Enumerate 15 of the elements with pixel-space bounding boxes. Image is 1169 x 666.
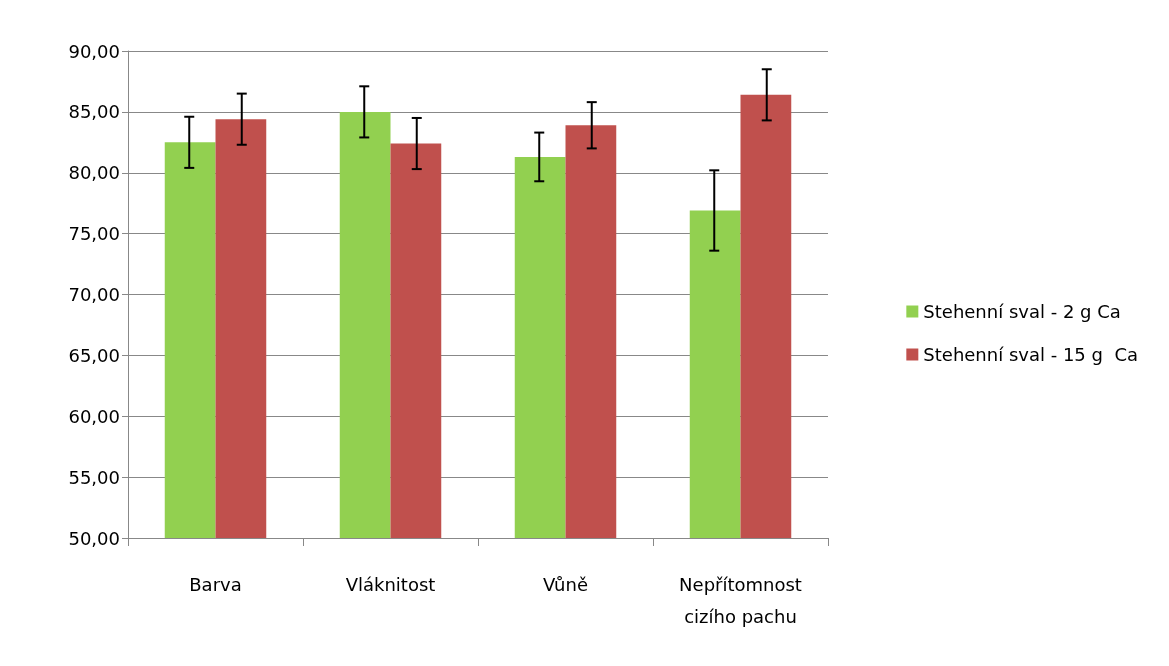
legend-label: Stehenní sval - 15 g Ca: [923, 344, 1139, 365]
x-tick-label: Barva: [189, 573, 242, 595]
y-tick-label: 70,00: [68, 284, 120, 305]
y-tick-label: 60,00: [68, 405, 120, 427]
y-tick-label: 85,00: [68, 101, 120, 123]
y-tick-label: 90,00: [68, 40, 120, 62]
x-tick-label: Vůně: [543, 573, 588, 595]
x-tick-label: Nepřítomnost cizího pachu: [679, 573, 802, 627]
y-tick-label: 50,00: [68, 527, 120, 549]
y-tick-label: 55,00: [68, 466, 120, 488]
y-tick-label: 80,00: [68, 162, 120, 184]
x-tick-label: Vláknitost: [345, 573, 436, 595]
legend-label: Stehenní sval - 2 g Ca: [923, 301, 1121, 322]
y-tick-label: 65,00: [68, 344, 120, 366]
y-tick-label: 75,00: [68, 223, 120, 245]
